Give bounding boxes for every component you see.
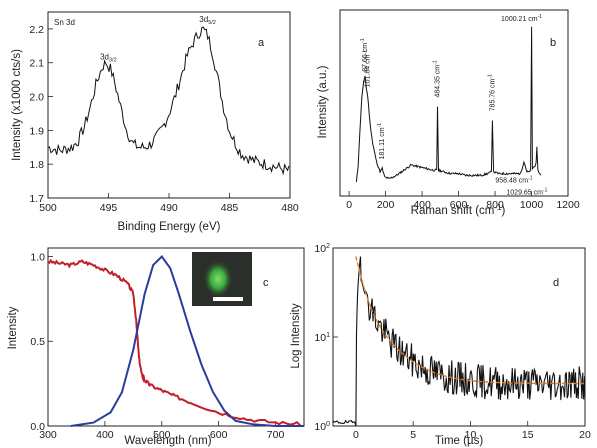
panel-c-absorption-curve <box>47 258 302 427</box>
panel-d-xtick-label: 20 <box>579 429 591 441</box>
panel-b-ticks: 0 200 400 600 800 1000 1200 <box>346 191 580 211</box>
panel-a-ytick-label: 2.0 <box>29 92 44 104</box>
panel-c-ytick-label: 1.0 <box>30 251 45 263</box>
panel-b-frame <box>339 9 569 197</box>
panel-d-xtick-label: 5 <box>410 429 416 441</box>
panel-b-xtick-label: 200 <box>377 199 395 211</box>
panel-d-xtick-label: 10 <box>465 429 477 441</box>
panel-a-ytick-label: 1.8 <box>29 159 44 171</box>
panel-b-peak-label: 1029.65 cm-1 <box>506 188 547 197</box>
inset-green-glow <box>203 260 233 298</box>
panel-c-inset-photo <box>192 252 252 306</box>
panel-a-ticks: 500 495 490 485 480 1.7 1.8 1.9 2.0 2.1 2.2 <box>29 24 299 214</box>
panel-d-ticks: 0 5 10 15 20 100 101 102 <box>314 243 591 441</box>
panel-c-xtick-label: 300 <box>39 429 57 441</box>
panel-c-xtick-label: 500 <box>153 429 171 441</box>
panel-b-peak-label: 101.84 cm-1 <box>363 50 372 87</box>
panel-b-label: b <box>550 37 556 49</box>
panel-d-ytick-label: 100 <box>314 421 330 433</box>
panel-c-xtick-label: 400 <box>96 429 114 441</box>
panel-c-frame <box>47 247 305 427</box>
panel-c-xtick-label: 700 <box>267 429 285 441</box>
panel-d-xlabel: Time (µs) <box>435 435 484 447</box>
panel-b-peak-label: 484.35 cm-1 <box>432 60 441 97</box>
panel-a-xtick-label: 480 <box>281 202 299 214</box>
panel-a-peak-label: 3d3/2 <box>100 52 117 63</box>
panel-b-xtick-label: 400 <box>413 199 431 211</box>
panel-a-xtick-label: 495 <box>100 202 118 214</box>
panel-b-peak-label: 1000.21 cm-1 <box>501 14 542 23</box>
panel-b-peak-label: 181.11 cm-1 <box>377 123 386 160</box>
panel-a-xtick-label: 490 <box>160 202 178 214</box>
inset-scale-bar <box>213 297 243 301</box>
panel-c-label: c <box>263 277 269 289</box>
panel-b-ylabel: Intensity (a.u.) <box>317 65 329 138</box>
panel-a-title: Sn 3d <box>54 18 75 27</box>
panel-d-xtick-label: 15 <box>522 429 534 441</box>
panel-c-emission-curve <box>70 254 304 427</box>
panel-d: 0 5 10 15 20 100 101 102 d Time (µs) Log Intens… <box>290 243 591 447</box>
panel-c-ytick-label: 0.5 <box>30 336 45 348</box>
panel-b: 0 200 400 600 800 1000 1200 b 87.66 cm-1101.84… <box>317 9 580 217</box>
panel-a-ytick-label: 2.1 <box>29 58 44 70</box>
panel-a-ytick-label: 1.9 <box>29 125 44 137</box>
panel-b-xtick-label: 800 <box>486 199 504 211</box>
panel-b-peak-label: 785.76 cm-1 <box>487 74 496 111</box>
panel-d-label: d <box>553 277 559 289</box>
panel-a-xlabel: Binding Energy (eV) <box>118 221 221 233</box>
panel-c-ticks: 300 400 500 600 700 0.0 0.5 1.0 <box>30 251 284 441</box>
panel-a-label: a <box>258 37 265 49</box>
panel-d-ylabel: Log Intensity <box>290 303 302 368</box>
panel-c-xlabel: Wavelength (nm) <box>124 435 211 447</box>
panel-b-peak-label: 958.48 cm-1 <box>495 176 532 185</box>
panel-b-peak-label: 87.66 cm-1 <box>360 38 369 71</box>
panel-b-xtick-label: 600 <box>450 199 468 211</box>
panel-d-xtick-label: 0 <box>353 429 359 441</box>
panel-a-xps-curve <box>47 26 290 176</box>
panel-b-raman-curve <box>355 26 542 182</box>
panel-b-xtick-label: 0 <box>346 199 352 211</box>
panel-c-ylabel: Intensity <box>7 306 19 349</box>
panel-d-decay-data <box>332 256 586 427</box>
panel-b-xtick-label: 1200 <box>556 199 580 211</box>
panel-a-peak-label: 3d5/2 <box>199 15 216 26</box>
panel-d-ytick-label: 101 <box>314 332 330 344</box>
panel-c-xtick-label: 600 <box>210 429 228 441</box>
panel-a-xtick-label: 485 <box>221 202 239 214</box>
panel-b-xtick-label: 1000 <box>520 199 544 211</box>
panel-c-ytick-label: 0.0 <box>30 421 45 433</box>
panel-d-ytick-label: 102 <box>314 243 330 255</box>
panel-c: 300 400 500 600 700 0.0 0.5 1.0 c Wavelength (n… <box>7 247 305 447</box>
panel-a-xtick-label: 500 <box>39 202 57 214</box>
panel-a-ytick-label: 2.2 <box>29 24 44 36</box>
panel-a-ytick-label: 1.7 <box>29 193 44 205</box>
panel-d-fit-curve <box>355 256 585 385</box>
panel-b-xlabel: Raman shift (cm-1) <box>411 203 506 217</box>
panel-a-ylabel: Intensity (x1000 cts/s) <box>11 49 23 161</box>
panel-a-annotations: 3d3/2 3d5/2 <box>100 15 216 63</box>
